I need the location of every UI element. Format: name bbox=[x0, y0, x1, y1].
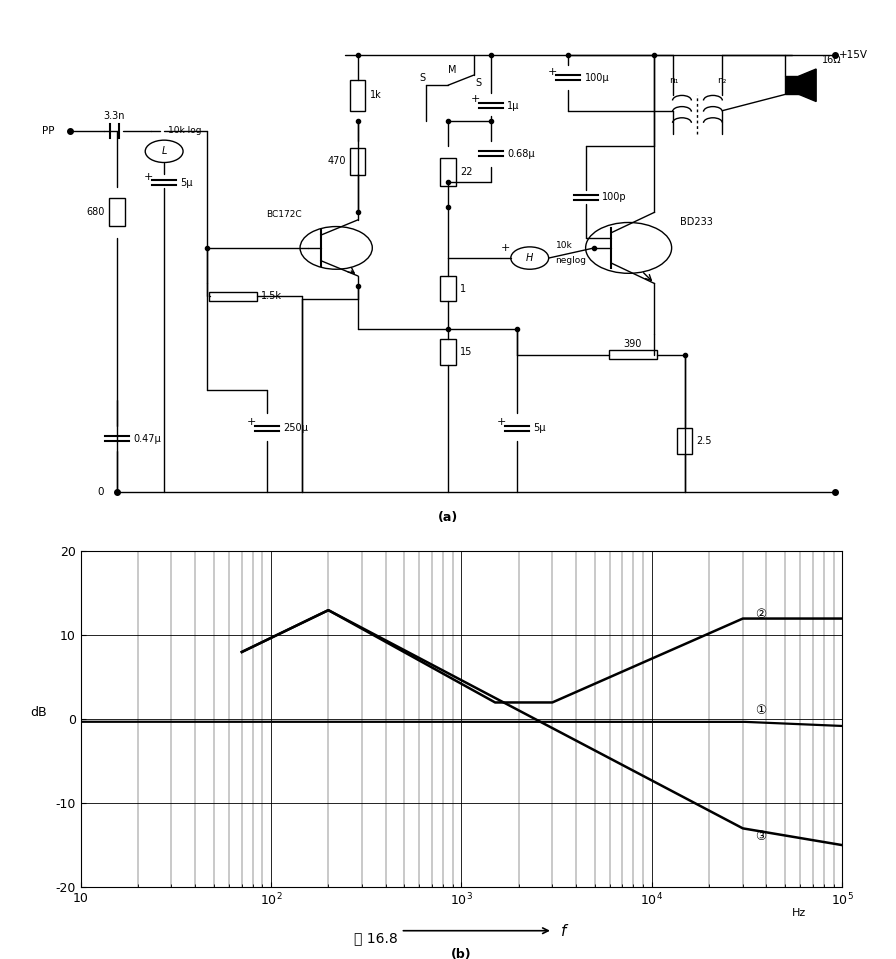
Text: S: S bbox=[475, 78, 481, 87]
Text: +: + bbox=[470, 95, 480, 105]
Text: +: + bbox=[144, 172, 153, 182]
Text: +: + bbox=[501, 243, 511, 253]
Bar bbox=[785, 76, 799, 94]
Text: +15V: +15V bbox=[840, 50, 868, 59]
Text: BC172C: BC172C bbox=[266, 210, 302, 220]
Text: 1k: 1k bbox=[370, 90, 382, 101]
Bar bbox=[109, 199, 125, 226]
Bar bbox=[609, 350, 657, 360]
Bar bbox=[440, 339, 456, 364]
Text: $f$: $f$ bbox=[561, 923, 570, 939]
Text: 0: 0 bbox=[98, 487, 104, 497]
Text: 22: 22 bbox=[460, 167, 472, 176]
Text: n₁: n₁ bbox=[668, 76, 678, 84]
Text: 图 16.8: 图 16.8 bbox=[355, 931, 398, 945]
Text: PP: PP bbox=[42, 126, 55, 136]
Text: +: + bbox=[496, 417, 506, 428]
Text: ①: ① bbox=[755, 704, 767, 717]
Y-axis label: dB: dB bbox=[30, 706, 47, 719]
Bar bbox=[676, 429, 693, 454]
Text: M: M bbox=[448, 65, 457, 75]
Text: BD233: BD233 bbox=[680, 218, 713, 227]
Text: 15: 15 bbox=[460, 347, 472, 357]
Text: 0.47μ: 0.47μ bbox=[134, 433, 161, 443]
Text: 5μ: 5μ bbox=[533, 423, 546, 433]
Text: H: H bbox=[526, 253, 533, 263]
Text: 5μ: 5μ bbox=[180, 177, 193, 188]
Text: ③: ③ bbox=[755, 830, 767, 843]
Bar bbox=[440, 276, 456, 301]
Text: 2.5: 2.5 bbox=[696, 436, 712, 446]
Bar bbox=[350, 148, 366, 175]
Polygon shape bbox=[799, 69, 816, 102]
Text: 100p: 100p bbox=[602, 192, 626, 202]
Text: +: + bbox=[548, 66, 557, 77]
Text: 1μ: 1μ bbox=[507, 101, 520, 110]
Text: 3.3n: 3.3n bbox=[104, 111, 125, 122]
Text: 0.68μ: 0.68μ bbox=[507, 149, 535, 159]
Text: n₂: n₂ bbox=[717, 76, 727, 84]
Text: 1.5k: 1.5k bbox=[261, 292, 282, 301]
Text: (a): (a) bbox=[438, 511, 458, 524]
Bar bbox=[350, 81, 366, 110]
Text: 10k log: 10k log bbox=[168, 127, 202, 135]
Text: 16Ω: 16Ω bbox=[823, 55, 842, 65]
Text: 100μ: 100μ bbox=[585, 73, 609, 82]
Text: +: + bbox=[247, 417, 256, 428]
Bar bbox=[210, 292, 256, 301]
Text: 680: 680 bbox=[86, 207, 105, 218]
Text: 10k: 10k bbox=[556, 241, 573, 250]
Text: Hz: Hz bbox=[792, 908, 806, 918]
Text: 390: 390 bbox=[624, 339, 642, 348]
Bar bbox=[440, 157, 456, 186]
Text: L: L bbox=[161, 147, 167, 156]
Text: S: S bbox=[419, 73, 426, 82]
Text: ②: ② bbox=[755, 608, 767, 620]
Text: 470: 470 bbox=[327, 156, 346, 167]
Text: 1: 1 bbox=[460, 284, 466, 293]
Text: neglog: neglog bbox=[556, 256, 587, 265]
Text: 250μ: 250μ bbox=[284, 423, 308, 433]
Text: (b): (b) bbox=[451, 947, 472, 959]
